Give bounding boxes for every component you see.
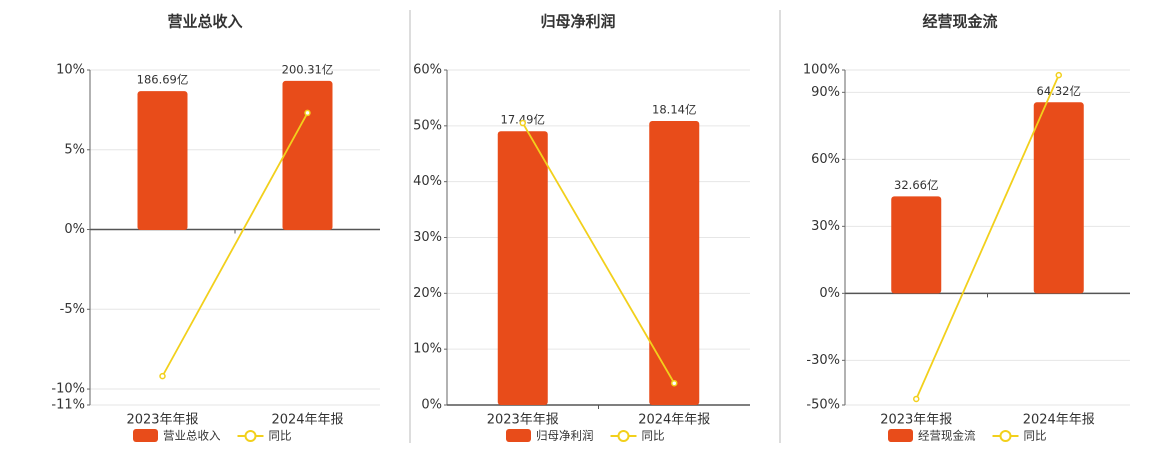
y-tick-label: 40% <box>413 174 442 189</box>
legend-label: 归母净利润 <box>536 429 594 443</box>
y-tick-label: 50% <box>413 118 442 133</box>
line-point <box>159 372 166 380</box>
line-point <box>1055 71 1062 79</box>
value-label: 32.66亿 <box>894 178 938 192</box>
line <box>521 122 676 384</box>
value-label: 18.14亿 <box>652 103 696 117</box>
bar <box>282 80 333 231</box>
y-tick-label: 10% <box>413 342 442 357</box>
legend-marker <box>617 430 630 442</box>
legend-label: 同比 <box>1024 429 1047 443</box>
x-tick-label: 2024年年报 <box>638 413 710 428</box>
y-tick-label: 90% <box>811 85 840 100</box>
y-tick-label: 60% <box>413 63 442 78</box>
line-point <box>913 395 920 403</box>
value-label: 186.69亿 <box>137 73 189 87</box>
bar <box>137 91 188 231</box>
value-label: 17.49亿 <box>501 113 545 127</box>
value-label: 64.32亿 <box>1037 84 1081 98</box>
bar <box>891 196 942 294</box>
y-tick-label: -11% <box>51 398 85 413</box>
bar <box>1033 102 1084 294</box>
line-point <box>304 109 311 117</box>
y-tick-label: 0% <box>819 286 840 301</box>
y-tick-label: -10% <box>51 382 85 397</box>
y-tick-label: -30% <box>806 353 840 368</box>
y-tick-label: -5% <box>60 302 85 317</box>
y-tick-label: 0% <box>421 398 442 413</box>
value-label: 200.31亿 <box>282 62 334 76</box>
legend-marker <box>999 430 1012 442</box>
line-point <box>519 119 526 127</box>
chart-title: 营业总收入 <box>167 13 242 31</box>
x-tick-label: 2023年年报 <box>487 413 559 428</box>
legend-swatch <box>888 429 913 442</box>
bar <box>497 131 548 405</box>
bar <box>649 121 700 405</box>
legend-label: 营业总收入 <box>163 429 221 443</box>
chart-title: 归母净利润 <box>540 13 615 31</box>
y-tick-label: 5% <box>64 142 85 157</box>
y-tick-label: 100% <box>803 63 840 78</box>
x-tick-label: 2024年年报 <box>1023 413 1095 428</box>
chart-title: 经营现金流 <box>922 13 997 31</box>
y-tick-label: 60% <box>811 152 840 167</box>
y-tick-label: 10% <box>56 63 85 78</box>
legend-marker <box>244 430 257 442</box>
y-tick-label: 0% <box>64 222 85 237</box>
legend-label: 经营现金流 <box>918 429 976 443</box>
legend-swatch <box>506 429 531 442</box>
y-tick-label: 30% <box>413 230 442 245</box>
legend-swatch <box>133 429 158 442</box>
x-tick-label: 2023年年报 <box>880 413 952 428</box>
line-point <box>671 379 678 387</box>
legend-label: 同比 <box>269 429 292 443</box>
x-tick-label: 2023年年报 <box>126 413 198 428</box>
legend-label: 同比 <box>642 429 665 443</box>
line <box>915 74 1060 400</box>
y-tick-label: 20% <box>413 286 442 301</box>
line <box>161 112 309 377</box>
y-tick-label: 30% <box>811 219 840 234</box>
x-tick-label: 2024年年报 <box>271 413 343 428</box>
y-tick-label: -50% <box>806 398 840 413</box>
